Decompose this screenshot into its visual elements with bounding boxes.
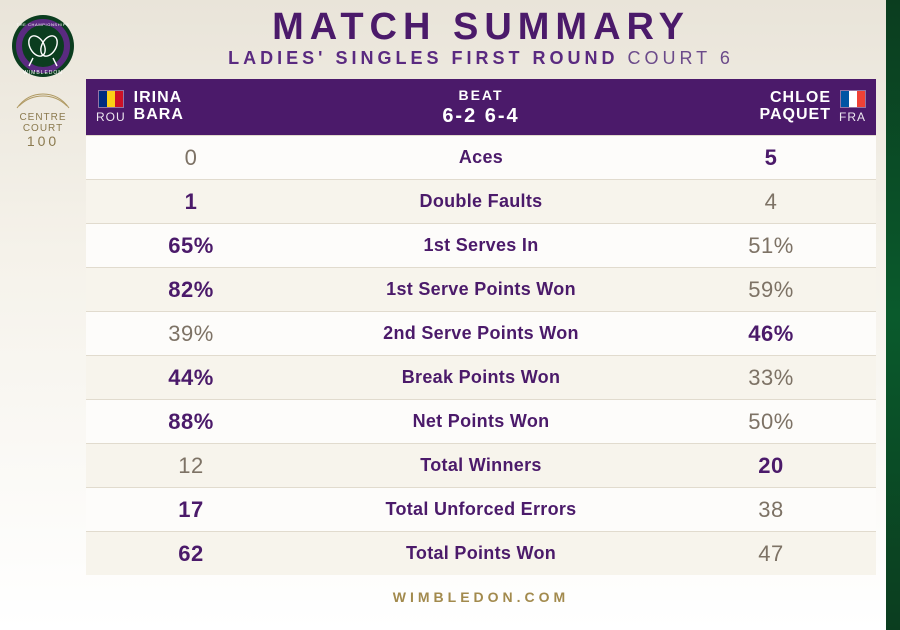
- player-right-block: CHLOE PAQUET FRA: [636, 90, 866, 124]
- footer-url: WIMBLEDON.COM: [86, 575, 876, 605]
- flag-fra-icon: [840, 90, 866, 108]
- player-left-last: BARA: [134, 107, 184, 124]
- logo-column: THE CHAMPIONSHIPS WIMBLEDON CENTRE COURT…: [0, 0, 86, 149]
- stat-left-value: 17: [96, 497, 326, 523]
- player-left-name: IRINA BARA: [134, 90, 184, 124]
- player-right-last: PAQUET: [760, 107, 831, 124]
- centre-court-line1: CENTRE: [7, 112, 79, 123]
- right-green-stripe: [886, 0, 900, 630]
- stats-table: 0Aces51Double Faults465%1st Serves In51%…: [86, 135, 876, 575]
- player-left-country: ROU: [96, 110, 126, 124]
- wimbledon-logo-icon: THE CHAMPIONSHIPS WIMBLEDON: [11, 14, 75, 78]
- stat-label: Total Points Won: [326, 543, 636, 564]
- stat-right-value: 50%: [636, 409, 866, 435]
- stat-right-value: 4: [636, 189, 866, 215]
- stat-left-value: 65%: [96, 233, 326, 259]
- stat-left-value: 62: [96, 541, 326, 567]
- stat-row: 39%2nd Serve Points Won46%: [86, 311, 876, 355]
- player-right-country: FRA: [839, 110, 866, 124]
- stat-right-value: 59%: [636, 277, 866, 303]
- stat-right-value: 5: [636, 145, 866, 171]
- player-left-first: IRINA: [134, 90, 184, 107]
- stat-left-value: 88%: [96, 409, 326, 435]
- subtitle-event: LADIES' SINGLES FIRST ROUND: [228, 48, 618, 68]
- subtitle-court: COURT 6: [627, 48, 733, 68]
- stat-label: 2nd Serve Points Won: [326, 323, 636, 344]
- players-header: ROU IRINA BARA BEAT 6-2 6-4 CHLOE PAQUET…: [86, 79, 876, 135]
- stat-left-value: 39%: [96, 321, 326, 347]
- stat-right-value: 46%: [636, 321, 866, 347]
- stat-row: 62Total Points Won47: [86, 531, 876, 575]
- stat-row: 65%1st Serves In51%: [86, 223, 876, 267]
- stat-label: Aces: [326, 147, 636, 168]
- stat-row: 1Double Faults4: [86, 179, 876, 223]
- centre-court-100: 100: [7, 134, 79, 149]
- result-score: 6-2 6-4: [326, 105, 636, 128]
- title-block: MATCH SUMMARY LADIES' SINGLES FIRST ROUN…: [86, 8, 876, 79]
- player-left-block: ROU IRINA BARA: [96, 90, 326, 124]
- player-left-flag-wrap: ROU: [96, 90, 126, 124]
- page-title: MATCH SUMMARY: [86, 8, 876, 46]
- stat-row: 82%1st Serve Points Won59%: [86, 267, 876, 311]
- flag-rou-icon: [98, 90, 124, 108]
- stat-left-value: 44%: [96, 365, 326, 391]
- stat-label: 1st Serves In: [326, 235, 636, 256]
- stat-row: 0Aces5: [86, 135, 876, 179]
- stat-label: 1st Serve Points Won: [326, 279, 636, 300]
- stat-right-value: 33%: [636, 365, 866, 391]
- stat-row: 88%Net Points Won50%: [86, 399, 876, 443]
- stat-label: Double Faults: [326, 191, 636, 212]
- stat-row: 12Total Winners20: [86, 443, 876, 487]
- match-summary-panel: MATCH SUMMARY LADIES' SINGLES FIRST ROUN…: [86, 8, 876, 605]
- laurel-icon: [13, 92, 73, 110]
- player-right-first: CHLOE: [760, 90, 831, 107]
- result-block: BEAT 6-2 6-4: [326, 87, 636, 128]
- stat-left-value: 12: [96, 453, 326, 479]
- stat-left-value: 1: [96, 189, 326, 215]
- player-right-name: CHLOE PAQUET: [760, 90, 831, 124]
- stat-left-value: 82%: [96, 277, 326, 303]
- player-right-flag-wrap: FRA: [839, 90, 866, 124]
- centre-court-badge: CENTRE COURT 100: [7, 92, 79, 149]
- stat-right-value: 38: [636, 497, 866, 523]
- stat-label: Total Winners: [326, 455, 636, 476]
- stat-right-value: 51%: [636, 233, 866, 259]
- stat-label: Net Points Won: [326, 411, 636, 432]
- stat-label: Total Unforced Errors: [326, 499, 636, 520]
- svg-text:THE CHAMPIONSHIPS: THE CHAMPIONSHIPS: [17, 22, 70, 27]
- stat-label: Break Points Won: [326, 367, 636, 388]
- svg-text:WIMBLEDON: WIMBLEDON: [23, 70, 63, 76]
- result-word: BEAT: [326, 87, 636, 103]
- stat-right-value: 47: [636, 541, 866, 567]
- stat-row: 44%Break Points Won33%: [86, 355, 876, 399]
- stat-left-value: 0: [96, 145, 326, 171]
- stat-row: 17Total Unforced Errors38: [86, 487, 876, 531]
- page-subtitle: LADIES' SINGLES FIRST ROUND COURT 6: [86, 48, 876, 69]
- stat-right-value: 20: [636, 453, 866, 479]
